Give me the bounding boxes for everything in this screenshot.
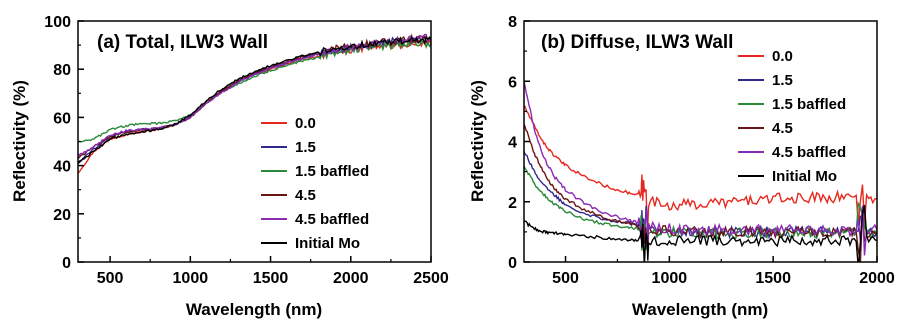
total-y-tick-label: 40 [53, 159, 71, 176]
total-y-tick-label: 20 [53, 207, 71, 224]
diffuse-y-tick-label: 2 [508, 195, 517, 212]
diffuse-legend-label-1-5: 1.5 [772, 72, 793, 89]
diffuse-x-axis-label: Wavelength (nm) [632, 300, 768, 319]
diffuse-chart-title: (b) Diffuse, ILW3 Wall [541, 32, 733, 53]
diffuse-plot-frame [523, 20, 878, 263]
total-legend-label-1-5: 1.5 [295, 139, 316, 156]
total-series-initial-mo [78, 35, 431, 164]
diffuse-legend: 0.0 1.5 1.5 baffled 4.5 4.5 baffled Initial M… [738, 48, 846, 185]
diffuse-y-tick-label: 6 [508, 74, 517, 91]
diffuse-x-tick-label: 500 [552, 270, 579, 287]
diffuse-x-tick-label: 2000 [859, 270, 895, 287]
total-legend-label-0-0: 0.0 [295, 115, 316, 132]
total-x-tick-label: 1000 [173, 270, 209, 287]
diffuse-legend-label-4-5-baffled: 4.5 baffled [772, 144, 846, 161]
total-series-4-5-baffled [78, 33, 431, 157]
diffuse-series-0-0 [524, 105, 877, 225]
diffuse-y-tick-label: 0 [508, 255, 517, 272]
total-x-axis-label: Wavelength (nm) [186, 300, 322, 319]
diffuse-ticks-layer: 500 1000 1500 2000 0 2 4 6 8 [508, 14, 895, 287]
diffuse-legend-label-1-5-baffled: 1.5 baffled [772, 96, 846, 113]
total-series-4-5 [78, 33, 431, 160]
total-y-tick-label: 60 [53, 110, 71, 127]
total-legend-label-4-5-baffled: 4.5 baffled [295, 211, 369, 228]
diffuse-x-tick-label: 1500 [755, 270, 791, 287]
total-plot-frame [77, 20, 432, 263]
total-legend: 0.0 1.5 1.5 baffled 4.5 4.5 baffled Initial M… [261, 115, 369, 252]
diffuse-series-1-5-baffled [524, 165, 877, 252]
total-series-1-5-baffled [78, 39, 431, 143]
diffuse-y-tick-label: 8 [508, 14, 517, 31]
diffuse-series-4-5-baffled [524, 81, 877, 256]
diffuse-legend-label-initial-mo: Initial Mo [772, 168, 837, 185]
diffuse-series-initial-mo [524, 204, 877, 262]
total-y-tick-label: 100 [44, 14, 71, 31]
diffuse-series-layer [524, 81, 877, 262]
diffuse-y-tick-label: 4 [508, 135, 517, 152]
diffuse-y-axis-label: Reflectivity (%) [468, 80, 487, 202]
total-x-tick-label: 500 [97, 270, 124, 287]
total-legend-label-initial-mo: Initial Mo [295, 235, 360, 252]
diffuse-series-4-5 [524, 123, 877, 262]
total-series-0-0 [78, 38, 431, 174]
total-y-tick-label: 80 [53, 62, 71, 79]
total-y-axis-label: Reflectivity (%) [10, 80, 29, 202]
total-series-1-5 [78, 35, 431, 165]
panel-diffuse: 500 1000 1500 2000 0 2 4 6 8 (b) Diffuse, ILW3 W… [468, 14, 895, 319]
total-x-tick-label: 2500 [413, 270, 449, 287]
diffuse-x-tick-label: 1000 [652, 270, 688, 287]
panel-total: 500 1000 1500 2000 2500 0 20 40 60 80 100 (a) Tota… [10, 14, 449, 319]
total-chart-title: (a) Total, ILW3 Wall [97, 32, 268, 53]
total-y-tick-label: 0 [62, 255, 71, 272]
total-legend-label-4-5: 4.5 [295, 187, 316, 204]
diffuse-legend-label-0-0: 0.0 [772, 48, 793, 65]
total-x-tick-label: 2000 [333, 270, 369, 287]
total-series-layer [78, 33, 431, 174]
total-x-tick-label: 1500 [253, 270, 289, 287]
diffuse-legend-label-4-5: 4.5 [772, 120, 793, 137]
total-ticks-layer: 500 1000 1500 2000 2500 0 20 40 60 80 100 [44, 14, 449, 287]
total-legend-label-1-5-baffled: 1.5 baffled [295, 163, 369, 180]
